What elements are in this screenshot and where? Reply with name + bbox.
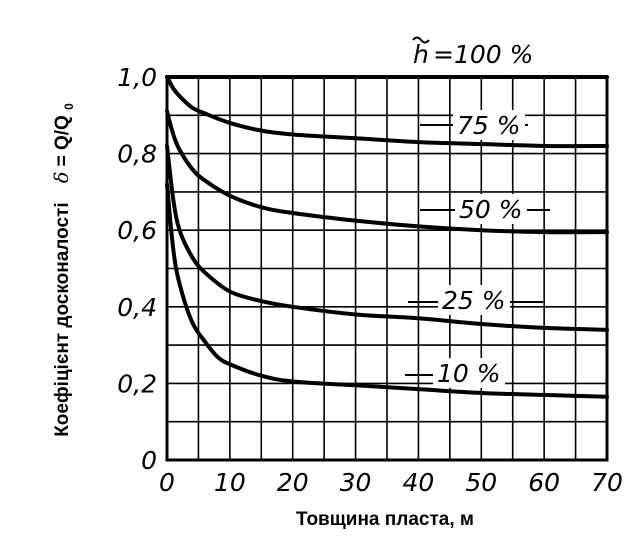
x-tick-label: 70 [591, 468, 623, 497]
y-tick-label: 0 [141, 446, 157, 475]
y-axis-title-formula: = Q/Q [52, 115, 73, 166]
x-tick-labels: 0 10 20 30 40 50 60 70 [159, 468, 623, 497]
y-axis-title-subscript: 0 [62, 103, 76, 110]
y-axis-title-text: Коефіцієнт досконалості δ = Q/Q 0 [51, 103, 76, 437]
y-axis-title-symbol: δ [51, 172, 73, 183]
series-label-10: 10 % [437, 359, 501, 388]
curve-75-percent [165, 75, 609, 149]
label-background [455, 194, 527, 224]
curve-50-percent [165, 109, 609, 235]
y-tick-label: 0,8 [117, 140, 157, 169]
x-tick-label: 0 [159, 468, 175, 497]
x-tick-label: 20 [277, 468, 309, 497]
x-axis-title: Товщина пласта, м [296, 509, 474, 530]
series-label-75: 75 % [457, 111, 521, 140]
curve-10-percent [165, 182, 609, 399]
x-tick-label: 60 [528, 468, 560, 497]
label-background [433, 358, 505, 388]
grid [166, 76, 608, 461]
x-tick-label: 50 [465, 468, 497, 497]
y-tick-labels: 0 0,2 0,4 0,6 0,8 1,0 [117, 63, 157, 475]
y-axis-title: Коефіцієнт досконалості δ = Q/Q 0 [51, 103, 76, 437]
series-labels: h =100 % 75 % 50 % 25 % 10 % [405, 36, 550, 388]
y-tick-label: 0,2 [117, 369, 157, 398]
curve-25-percent [165, 143, 609, 332]
series-label-100-h: h [413, 40, 429, 69]
label-background [438, 285, 510, 315]
y-tick-label: 0,4 [117, 293, 157, 322]
series-label-25: 25 % [442, 286, 506, 315]
series-curves [165, 75, 609, 399]
x-tick-label: 40 [403, 468, 435, 497]
y-tick-label: 1,0 [117, 63, 157, 92]
y-tick-label: 0,6 [117, 216, 157, 245]
tilde-mark [412, 36, 430, 44]
label-background [453, 110, 525, 140]
y-axis-title-words: Коефіцієнт досконалості [52, 202, 73, 436]
series-label-50: 50 % [459, 195, 523, 224]
series-label-100: =100 % [433, 40, 533, 69]
x-tick-label: 10 [214, 468, 246, 497]
x-tick-label: 30 [340, 468, 372, 497]
